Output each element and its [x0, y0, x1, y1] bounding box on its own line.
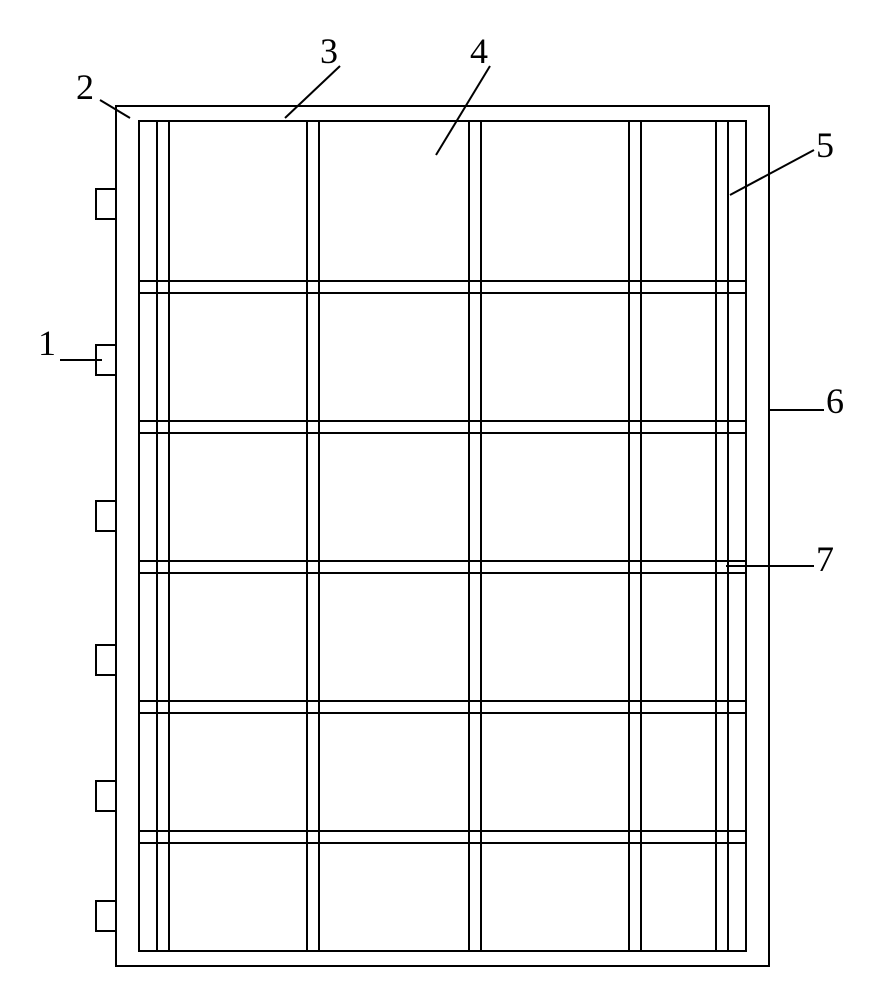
side-tab: [95, 344, 115, 376]
vertical-bar: [628, 120, 642, 952]
vertical-bar: [715, 120, 729, 952]
side-tab: [95, 900, 115, 932]
callout-label-7: 7: [816, 538, 834, 580]
horizontal-bar: [138, 830, 747, 844]
callout-label-5: 5: [816, 124, 834, 166]
callout-label-3: 3: [320, 30, 338, 72]
callout-label-2: 2: [76, 66, 94, 108]
callout-label-6: 6: [826, 380, 844, 422]
inner-frame: [138, 120, 747, 952]
vertical-bar: [468, 120, 482, 952]
vertical-bar: [306, 120, 320, 952]
horizontal-bar: [138, 700, 747, 714]
side-tab: [95, 644, 115, 676]
side-tab: [95, 188, 115, 220]
horizontal-bar: [138, 560, 747, 574]
callout-label-1: 1: [38, 322, 56, 364]
side-tab: [95, 500, 115, 532]
vertical-bar: [156, 120, 170, 952]
horizontal-bar: [138, 420, 747, 434]
diagram-canvas: 1 2 3 4 5 6 7: [0, 0, 895, 1000]
side-tab: [95, 780, 115, 812]
callout-label-4: 4: [470, 30, 488, 72]
horizontal-bar: [138, 280, 747, 294]
